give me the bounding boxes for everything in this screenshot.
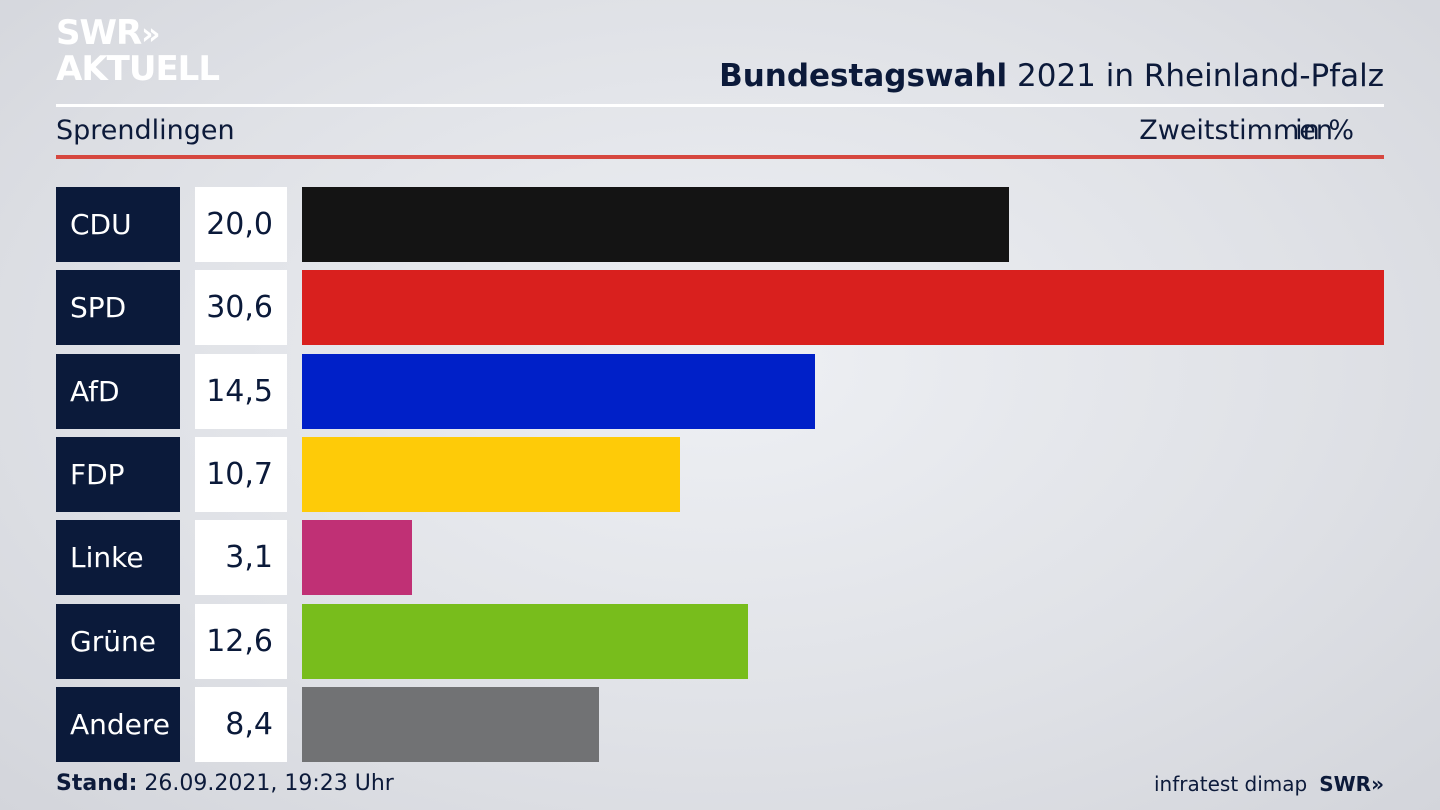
value-label: 14,5 xyxy=(195,354,287,429)
party-label: Andere xyxy=(56,687,180,762)
logo-line1: SWR xyxy=(56,13,142,53)
bar-row-grüne: Grüne 12,6 xyxy=(56,604,1384,679)
party-label: SPD xyxy=(56,270,180,345)
bar xyxy=(302,520,412,595)
value-label: 10,7 xyxy=(195,437,287,512)
party-label: Grüne xyxy=(56,604,180,679)
bar xyxy=(302,270,1384,345)
stand-value: 26.09.2021, 19:23 Uhr xyxy=(137,771,394,796)
logo-chevrons: » xyxy=(141,17,161,52)
source-credit: infratest dimap SWR» xyxy=(1154,772,1384,796)
bar xyxy=(302,187,1009,262)
logo-line2: AKTUELL xyxy=(56,49,220,89)
source-name: infratest dimap xyxy=(1154,772,1308,796)
source-brand: SWR» xyxy=(1319,772,1384,796)
page-title: Bundestagswahl 2021 in Rheinland-Pfalz xyxy=(719,58,1384,94)
location-subtitle: Sprendlingen xyxy=(56,115,235,146)
title-bold: Bundestagswahl xyxy=(719,58,1008,94)
value-label: 30,6 xyxy=(195,270,287,345)
bar xyxy=(302,687,599,762)
party-label: Linke xyxy=(56,520,180,595)
value-label: 12,6 xyxy=(195,604,287,679)
bar-row-afd: AfD 14,5 xyxy=(56,354,1384,429)
party-label: CDU xyxy=(56,187,180,262)
timestamp: Stand: 26.09.2021, 19:23 Uhr xyxy=(56,771,394,796)
unit-label: in % xyxy=(1295,115,1354,146)
bar xyxy=(302,437,680,512)
bar-row-fdp: FDP 10,7 xyxy=(56,437,1384,512)
bar xyxy=(302,354,815,429)
title-rest: 2021 in Rheinland-Pfalz xyxy=(1007,58,1384,94)
accent-divider xyxy=(56,155,1384,159)
stand-label: Stand: xyxy=(56,771,138,796)
party-label: FDP xyxy=(56,437,180,512)
bar-row-spd: SPD 30,6 xyxy=(56,270,1384,345)
bar-row-andere: Andere 8,4 xyxy=(56,687,1384,762)
bar-row-linke: Linke 3,1 xyxy=(56,520,1384,595)
value-label: 3,1 xyxy=(195,520,287,595)
value-label: 20,0 xyxy=(195,187,287,262)
swr-aktuell-logo: SWR» AKTUELL xyxy=(56,13,220,89)
measure-label: Zweitstimmen xyxy=(1139,115,1333,146)
value-label: 8,4 xyxy=(195,687,287,762)
party-label: AfD xyxy=(56,354,180,429)
header-divider xyxy=(56,104,1384,107)
bar-row-cdu: CDU 20,0 xyxy=(56,187,1384,262)
bar xyxy=(302,604,748,679)
